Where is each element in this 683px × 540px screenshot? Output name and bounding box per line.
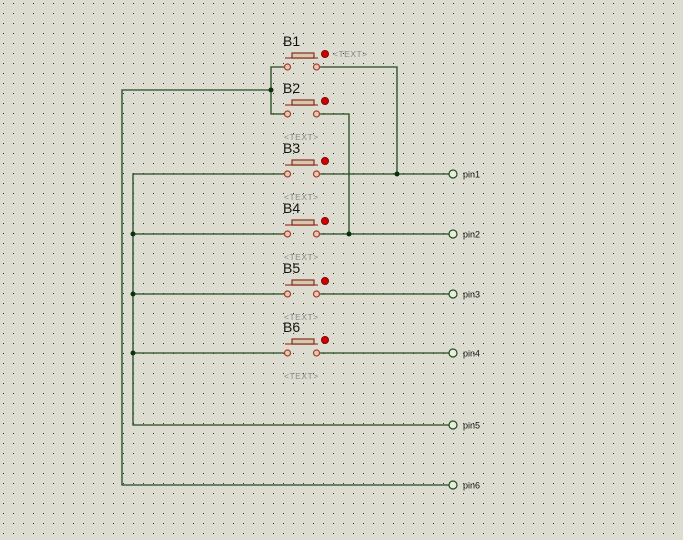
button-ref-label: B3: [283, 140, 300, 156]
button-ref-label: B1: [283, 33, 300, 49]
junction-dot: [346, 231, 352, 237]
pin-pad: [312, 110, 321, 118]
junction-dot: [130, 231, 136, 237]
wires: [121, 66, 449, 486]
terminal-pin5[interactable]: pin5: [448, 420, 480, 431]
push-button-b4[interactable]: B4 <TEXT>: [283, 200, 329, 262]
button-actuator: [291, 159, 315, 166]
button-actuator: [291, 338, 315, 345]
junction-dot: [394, 171, 400, 177]
junctions: [130, 87, 400, 356]
push-button-b1[interactable]: B1 <TEXT>: [283, 33, 368, 71]
pin-pad: [312, 230, 321, 238]
button-text-label: <TEXT>: [284, 132, 319, 142]
button-text-label: <TEXT>: [284, 252, 319, 262]
push-button-b2[interactable]: B2 <TEXT>: [283, 80, 329, 142]
wire[interactable]: [121, 89, 449, 486]
terminal-pin3[interactable]: pin3: [448, 289, 480, 300]
pin-pad: [283, 290, 292, 298]
button-text-label: <TEXT>: [284, 192, 319, 202]
pin-pad: [283, 230, 292, 238]
pin-pad: [283, 63, 292, 71]
terminal-circle-icon: [448, 229, 458, 239]
pin-pad: [312, 170, 321, 178]
terminal-pin6[interactable]: pin6: [448, 480, 480, 491]
button-ref-label: B2: [283, 80, 300, 96]
actuator-dot-icon[interactable]: [320, 156, 329, 165]
terminal-circle-icon: [448, 480, 458, 490]
actuator-dot-icon[interactable]: [320, 216, 329, 225]
wire[interactable]: [132, 173, 449, 426]
terminal-circle-icon: [448, 348, 458, 358]
pin-pad: [312, 63, 321, 71]
pin-pad: [312, 290, 321, 298]
junction-dot: [268, 87, 274, 93]
junction-dot: [130, 350, 136, 356]
actuator-dot-icon[interactable]: [320, 276, 329, 285]
terminal-pin2[interactable]: pin2: [448, 229, 480, 240]
push-button-b3[interactable]: B3 <TEXT>: [283, 140, 329, 202]
terminal-pin1[interactable]: pin1: [448, 169, 480, 180]
button-ref-label: B6: [283, 319, 300, 335]
button-text-label: <TEXT>: [333, 49, 368, 59]
pin-pad: [312, 349, 321, 357]
junction-dot: [130, 291, 136, 297]
button-actuator: [291, 52, 315, 59]
wire[interactable]: [320, 66, 398, 174]
button-ref-label: B5: [283, 260, 300, 276]
pin-pad: [283, 349, 292, 357]
button-text-label: <TEXT>: [284, 312, 319, 322]
button-actuator: [291, 99, 315, 106]
terminal-label: pin4: [463, 349, 480, 359]
actuator-dot-icon[interactable]: [320, 97, 329, 106]
button-text-label: <TEXT>: [284, 371, 319, 381]
button-actuator: [291, 219, 315, 226]
terminal-circle-icon: [448, 420, 458, 430]
button-actuator: [291, 279, 315, 286]
terminal-label: pin2: [463, 230, 480, 240]
push-button-b6[interactable]: B6 <TEXT>: [283, 319, 329, 381]
button-ref-label: B4: [283, 200, 300, 216]
wire[interactable]: [320, 113, 350, 234]
actuator-dot-icon[interactable]: [320, 335, 329, 344]
terminal-circle-icon: [448, 169, 458, 179]
pin-pad: [283, 170, 292, 178]
terminal-label: pin1: [463, 170, 480, 180]
actuator-dot-icon[interactable]: [320, 50, 329, 59]
push-button-b5[interactable]: B5 <TEXT>: [283, 260, 329, 322]
terminal-label: pin6: [463, 481, 480, 491]
terminal-circle-icon: [448, 289, 458, 299]
terminal-label: pin5: [463, 421, 480, 431]
terminal-pin4[interactable]: pin4: [448, 348, 480, 359]
terminal-label: pin3: [463, 290, 480, 300]
pin-pad: [283, 110, 292, 118]
